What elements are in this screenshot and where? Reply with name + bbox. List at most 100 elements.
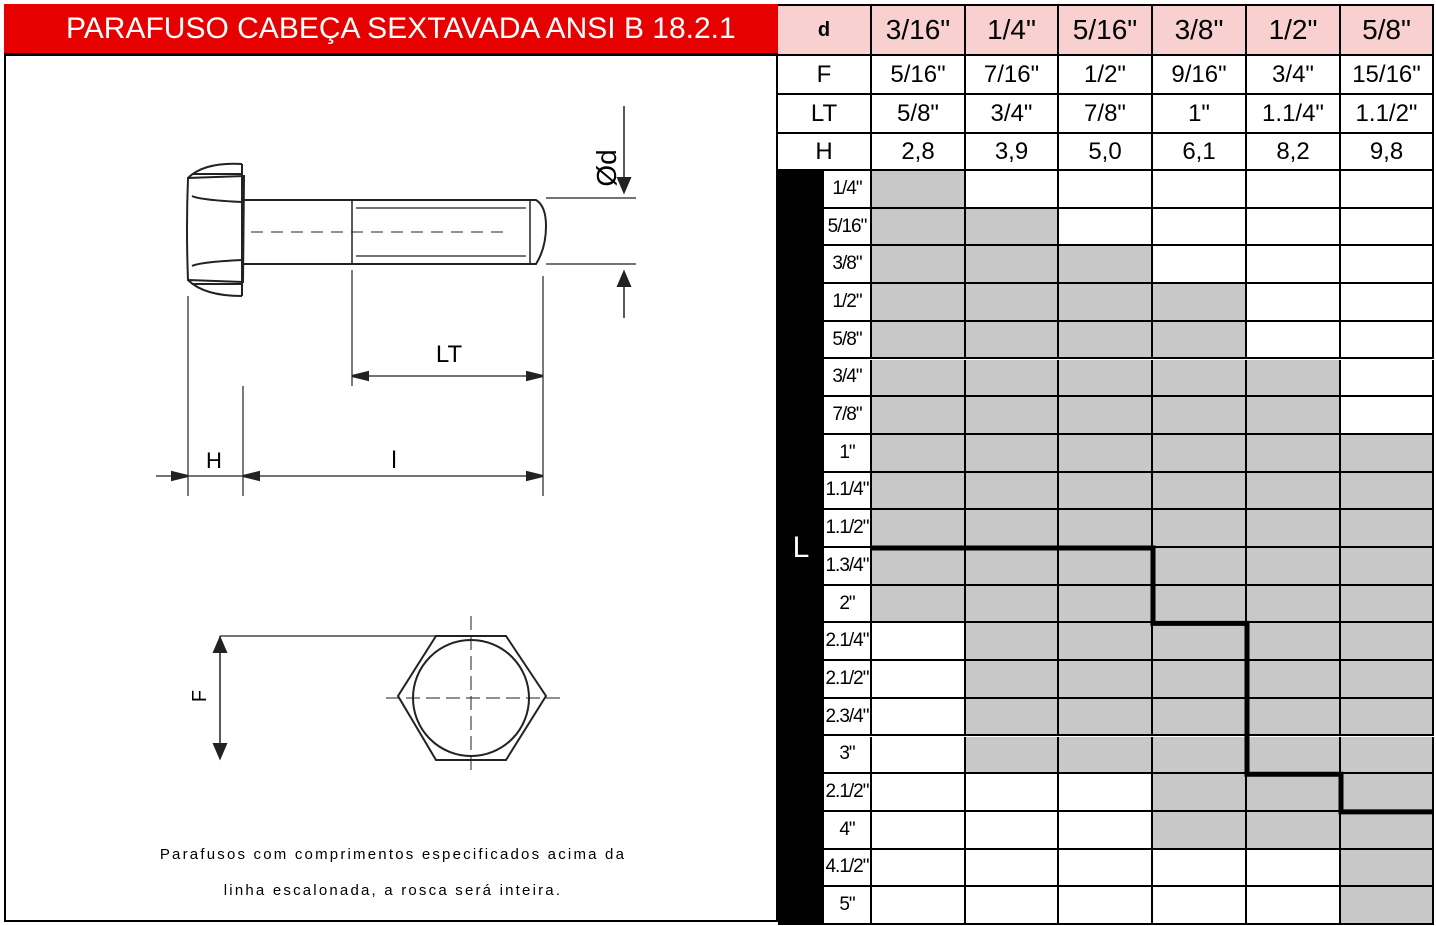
cell-unavailable bbox=[872, 774, 966, 812]
cell-available bbox=[1059, 736, 1153, 775]
cell-unavailable bbox=[966, 849, 1059, 888]
cell-available bbox=[966, 623, 1059, 662]
spec-value: 1" bbox=[1153, 95, 1247, 134]
header-d-label: d bbox=[778, 4, 872, 56]
cell-unavailable bbox=[1247, 321, 1341, 360]
cell-available bbox=[1059, 548, 1153, 586]
cell-unavailable bbox=[1059, 774, 1153, 812]
cell-available bbox=[1153, 774, 1247, 812]
cell-unavailable bbox=[1341, 171, 1434, 209]
cell-available bbox=[1059, 510, 1153, 548]
cell-unavailable bbox=[1247, 246, 1341, 285]
cell-available bbox=[872, 434, 966, 473]
length-label: 5/8" bbox=[824, 321, 872, 360]
cell-available bbox=[966, 736, 1059, 775]
cell-unavailable bbox=[1153, 887, 1247, 925]
cell-available bbox=[1247, 434, 1341, 473]
cell-available bbox=[1153, 698, 1247, 737]
page-title: PARAFUSO CABEÇA SEXTAVADA ANSI B 18.2.1 bbox=[4, 4, 778, 56]
length-label: 1/4" bbox=[824, 171, 872, 209]
length-label: 5" bbox=[824, 887, 872, 925]
cell-unavailable bbox=[1153, 246, 1247, 285]
cell-unavailable bbox=[966, 171, 1059, 209]
cell-unavailable bbox=[1341, 359, 1434, 398]
spec-row-label: H bbox=[778, 134, 872, 171]
cell-available bbox=[1341, 585, 1434, 624]
cell-available bbox=[1059, 397, 1153, 435]
cell-available bbox=[1153, 661, 1247, 699]
cell-available bbox=[872, 284, 966, 322]
cell-unavailable bbox=[1059, 887, 1153, 925]
cell-available bbox=[1341, 774, 1434, 812]
header-diameter: 5/16" bbox=[1059, 4, 1153, 56]
bolt-head-front bbox=[396, 635, 548, 761]
cell-available bbox=[872, 397, 966, 435]
cell-unavailable bbox=[872, 849, 966, 888]
spec-value: 8,2 bbox=[1247, 134, 1341, 171]
cell-available bbox=[966, 661, 1059, 699]
cell-available bbox=[1059, 698, 1153, 737]
length-label: 2.1/2" bbox=[824, 661, 872, 699]
cell-available bbox=[966, 321, 1059, 360]
cell-unavailable bbox=[872, 811, 966, 850]
spec-value: 2,8 bbox=[872, 134, 966, 171]
cell-unavailable bbox=[872, 623, 966, 662]
header-diameter: 3/16" bbox=[872, 4, 966, 56]
header-diameter: 1/4" bbox=[966, 4, 1059, 56]
cell-available bbox=[966, 585, 1059, 624]
spec-value: 6,1 bbox=[1153, 134, 1247, 171]
cell-available bbox=[1153, 434, 1247, 473]
cell-available bbox=[872, 548, 966, 586]
cell-available bbox=[1247, 548, 1341, 586]
spec-value: 15/16" bbox=[1341, 56, 1434, 95]
spec-value: 3/4" bbox=[966, 95, 1059, 134]
length-label: 2.1/2" bbox=[824, 774, 872, 812]
cell-available bbox=[872, 585, 966, 624]
spec-row-label: F bbox=[778, 56, 872, 95]
length-label: 1.1/2" bbox=[824, 510, 872, 548]
cell-available bbox=[1153, 284, 1247, 322]
cell-available bbox=[1059, 623, 1153, 662]
cell-unavailable bbox=[966, 774, 1059, 812]
cell-unavailable bbox=[1059, 811, 1153, 850]
cell-unavailable bbox=[1247, 284, 1341, 322]
cell-available bbox=[1341, 887, 1434, 925]
header-diameter: 3/8" bbox=[1153, 4, 1247, 56]
cell-available bbox=[1247, 774, 1341, 812]
length-axis: L bbox=[778, 171, 824, 925]
cell-available bbox=[1247, 472, 1341, 511]
cell-available bbox=[872, 246, 966, 285]
cell-unavailable bbox=[966, 887, 1059, 925]
cell-available bbox=[966, 246, 1059, 285]
cell-available bbox=[1153, 811, 1247, 850]
spec-row-label: LT bbox=[778, 95, 872, 134]
drawing-panel: Ød LT H l F Parafusos com comprimentos e… bbox=[4, 56, 778, 922]
cell-available bbox=[872, 359, 966, 398]
cell-unavailable bbox=[966, 811, 1059, 850]
cell-available bbox=[872, 321, 966, 360]
cell-available bbox=[1341, 510, 1434, 548]
spec-value: 7/16" bbox=[966, 56, 1059, 95]
cell-available bbox=[1247, 359, 1341, 398]
cell-available bbox=[872, 171, 966, 209]
spec-value: 1/2" bbox=[1059, 56, 1153, 95]
cell-unavailable bbox=[1247, 208, 1341, 247]
length-label: 1/2" bbox=[824, 284, 872, 322]
cell-available bbox=[1153, 397, 1247, 435]
cell-available bbox=[1341, 434, 1434, 473]
length-label: 7/8" bbox=[824, 397, 872, 435]
spec-value: 9/16" bbox=[1153, 56, 1247, 95]
spec-value: 7/8" bbox=[1059, 95, 1153, 134]
cell-available bbox=[1341, 623, 1434, 662]
label-across-flats: F bbox=[189, 690, 211, 702]
bolt-shank bbox=[244, 199, 548, 265]
cell-unavailable bbox=[1247, 887, 1341, 925]
cell-unavailable bbox=[1153, 208, 1247, 247]
cell-unavailable bbox=[1153, 171, 1247, 209]
cell-available bbox=[1341, 661, 1434, 699]
cell-unavailable bbox=[1341, 397, 1434, 435]
cell-available bbox=[966, 472, 1059, 511]
cell-available bbox=[1341, 472, 1434, 511]
note-line-1: Parafusos com comprimentos especificados… bbox=[159, 846, 627, 863]
